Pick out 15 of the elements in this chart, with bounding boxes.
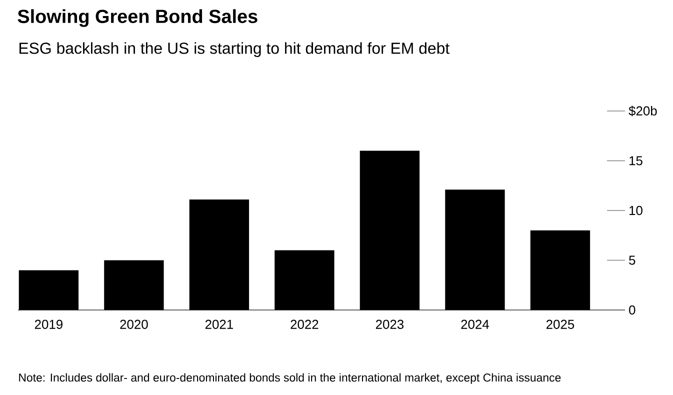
x-tick-label: 2024 [461,320,489,329]
x-tick-label: 2021 [205,320,233,329]
y-tick-label: 15 [630,156,642,166]
y-tick-label: 10 [630,206,642,216]
x-tick-label: 2019 [34,320,62,329]
x-tick-label: 2022 [290,320,318,329]
y-tick-label: 0 [629,305,636,315]
x-tick-label: 2023 [376,320,404,329]
y-tick-label: $20b [628,106,657,116]
chart-title: Slowing Green Bond Sales [18,9,258,27]
x-tick-label: 2025 [546,320,574,329]
text: Note: Includes dollar- and euro-denominated bonds sold in the international market, except China issuance [19,373,561,384]
chart-subtitle: ESG backlash in the US is starting to hit demand for EM debt [20,42,450,58]
y-tick-label: 5 [629,256,636,265]
x-tick-label: 2020 [120,320,148,329]
